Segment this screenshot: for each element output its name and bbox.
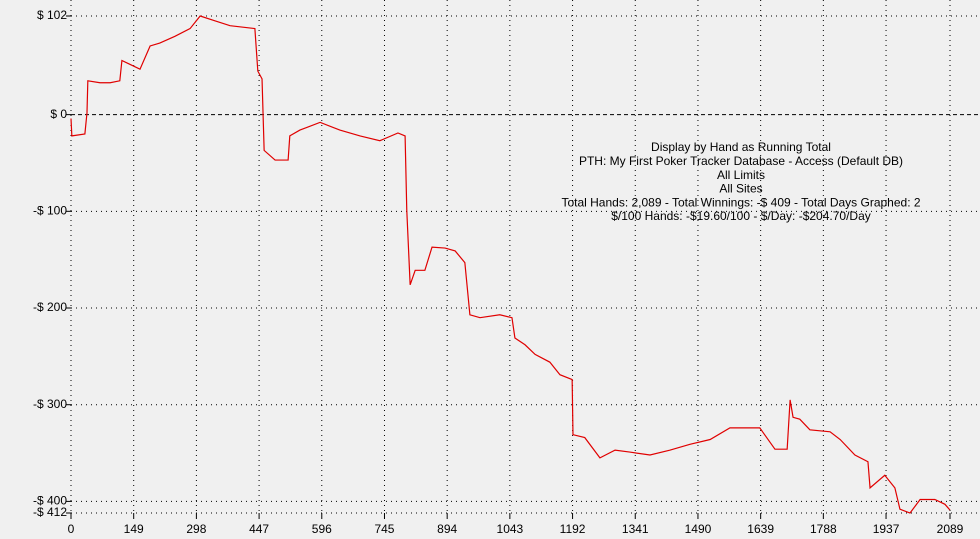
annotation: PTH: My First Poker Tracker Database - A…	[579, 154, 903, 168]
x-tick-label: 298	[186, 522, 206, 536]
x-tick-label: 894	[437, 522, 457, 536]
x-tick-label: 1937	[873, 522, 900, 536]
y-tick-label: $ 0	[50, 107, 67, 121]
annotation: Total Hands: 2,089 - Total Winnings: -$ …	[561, 195, 920, 209]
y-tick-label: $ 102	[37, 8, 67, 22]
y-tick-label: -$ 300	[33, 397, 67, 411]
x-tick-label: 1043	[497, 522, 524, 536]
x-tick-label: 1490	[685, 522, 712, 536]
x-tick-label: 447	[249, 522, 269, 536]
x-tick-label: 1192	[560, 522, 586, 536]
y-tick-label: -$ 400	[33, 494, 67, 508]
y-tick-label: -$ 100	[33, 203, 67, 217]
y-tick-label: -$ 200	[33, 300, 67, 314]
x-tick-label: 745	[374, 522, 394, 536]
x-tick-label: 1639	[747, 522, 774, 536]
y-tick-label: -$ 412	[33, 505, 67, 519]
annotation: All Sites	[719, 182, 762, 196]
x-tick-label: 0	[68, 522, 75, 536]
annotation: $/100 Hands: -$19.60/100 - $/Day: -$204.…	[611, 209, 871, 223]
x-tick-label: 2089	[937, 522, 964, 536]
line-series	[70, 15, 951, 514]
x-tick-label: 596	[312, 522, 332, 536]
x-tick-label: 149	[124, 522, 144, 536]
annotation: Display by Hand as Running Total	[651, 140, 831, 154]
x-tick-label: 1341	[622, 522, 649, 536]
x-tick-label: 1788	[810, 522, 837, 536]
annotation: All Limits	[717, 168, 765, 182]
